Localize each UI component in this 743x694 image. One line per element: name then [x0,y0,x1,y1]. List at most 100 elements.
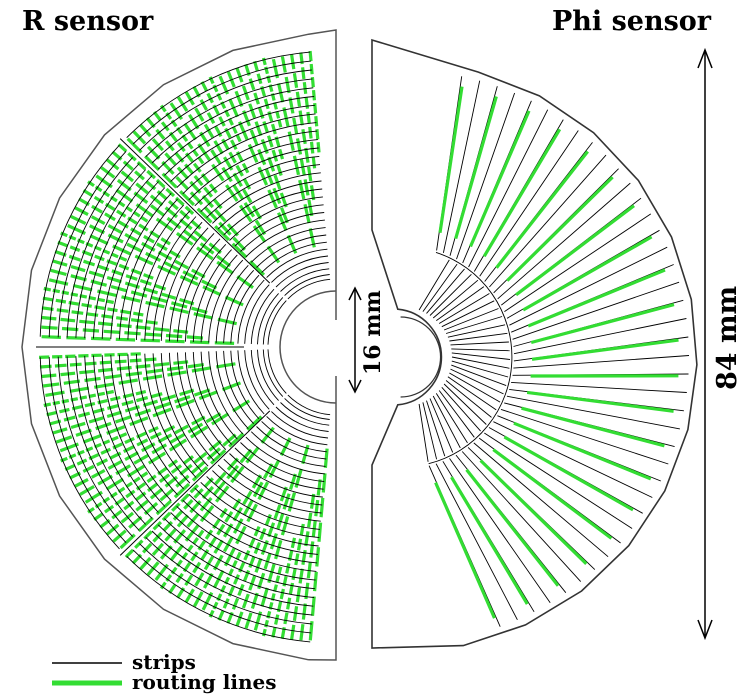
r-routing-line [165,187,176,198]
r-strip [223,350,255,425]
r-routing-line [103,504,115,514]
r-routing-line [151,443,168,455]
r-routing-line [104,374,122,380]
r-routing-line [127,152,137,162]
r-routing-line [199,496,213,512]
r-strip [262,297,284,345]
r-routing-line [163,425,176,434]
r-strip [250,227,326,263]
r-routing-line [63,415,76,422]
r-strip [66,356,140,531]
r-routing-line [200,549,210,561]
r-routing-line [134,539,144,549]
phi-sensor [371,38,698,649]
r-routing-line [124,548,135,559]
phi-inner-strip [445,316,503,334]
phi-inner-strip [435,393,468,444]
r-routing-line [159,488,174,502]
r-routing-line [112,244,132,256]
r-routing-line [274,614,280,625]
r-strip [182,499,318,564]
r-routing-line [182,270,199,281]
r-routing-line [235,611,244,627]
r-routing-line [69,245,81,252]
legend: strips routing lines [52,650,276,694]
r-routing-line [253,60,259,72]
r-routing-line [231,126,238,134]
r-routing-line [306,111,311,124]
r-strip [157,524,315,598]
r-routing-line [179,218,193,231]
r-routing-line [152,407,172,418]
r-routing-line [214,225,231,242]
phi-inner-strip [426,268,465,314]
r-strip [176,122,317,189]
r-routing-line [232,518,244,534]
r-strip [101,355,166,507]
r-routing-line [251,474,262,489]
r-routing-line [139,278,152,286]
r-routing-line [314,499,320,517]
phi-outer-strip [511,381,687,393]
phi-sensor-inner-outline [400,316,442,398]
r-routing-line [110,252,119,259]
r-routing-line [234,90,244,107]
r-routing-line [60,371,76,377]
r-routing-line [261,628,267,637]
r-routing-line [88,416,104,424]
phi-outer-strip [513,355,690,369]
r-sensor-title: R sensor [22,6,154,37]
phi-outer-strip [449,458,551,603]
r-routing-line [150,392,163,399]
r-strip [200,351,238,440]
r-routing-line [41,335,61,339]
r-routing-line [111,509,123,520]
r-strip [48,356,127,544]
phi-outer-strip [435,463,518,621]
r-strip [188,139,318,201]
r-routing-line [301,67,306,80]
phi-outer-strip [513,318,687,355]
phi-outer-strip [484,432,633,529]
r-routing-line [69,362,82,367]
r-routing-line [84,361,97,366]
r-routing-line [107,224,123,234]
r-routing-line [94,382,114,389]
r-routing-line [174,151,185,163]
r-routing-line [76,238,85,245]
r-routing-line [231,597,240,610]
phi-outer-strip [456,92,516,260]
r-routing-line [242,177,252,190]
r-strip [234,204,324,247]
r-strip [144,216,197,341]
r-routing-line [165,574,173,582]
phi-mid-boundary [428,251,513,465]
r-routing-line [279,192,288,208]
r-routing-line [261,57,267,66]
r-routing-line [84,376,101,383]
r-routing-line [223,547,236,567]
r-routing-line [117,219,129,229]
r-sensor-inner-outline [279,290,337,404]
r-strip [101,187,166,339]
r-routing-line [52,400,61,406]
r-strip [217,180,322,230]
r-routing-line [306,561,312,579]
r-routing-line [125,481,133,489]
r-strip [266,248,328,278]
r-routing-line [82,259,96,267]
r-strip [212,172,321,224]
r-routing-line [175,176,189,191]
r-routing-line [46,410,57,417]
r-routing-line [54,363,67,368]
r-routing-line [142,374,163,381]
r-routing-line [191,268,206,279]
r-strip [245,436,325,475]
r-strip [177,352,221,456]
r-strip [184,243,227,342]
r-strip [280,268,330,292]
r-routing-line [92,407,105,414]
r-routing-line [218,221,232,236]
r-sensor-outline [21,29,337,661]
r-routing-line [52,427,68,435]
